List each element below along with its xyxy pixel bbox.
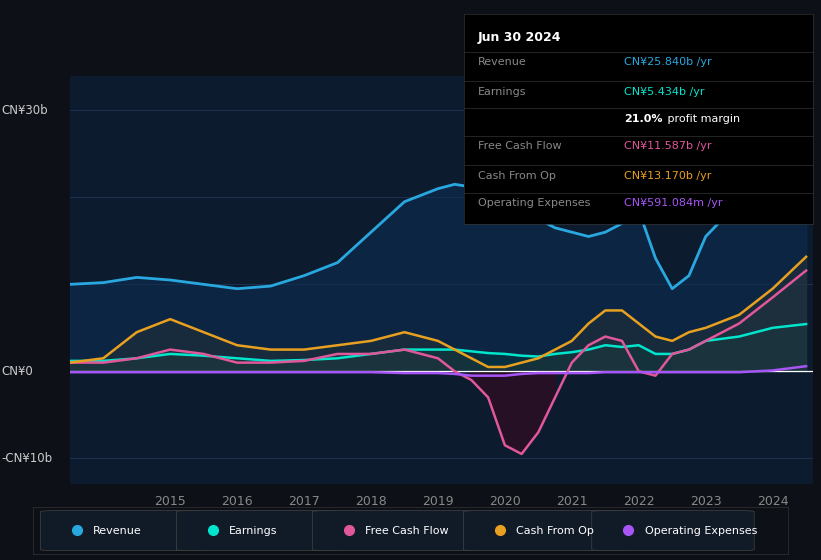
Text: Revenue: Revenue: [478, 57, 526, 67]
Text: CN¥30b: CN¥30b: [2, 104, 48, 117]
Text: Earnings: Earnings: [478, 87, 526, 97]
Text: 21.0%: 21.0%: [624, 114, 663, 124]
FancyBboxPatch shape: [312, 511, 475, 550]
Text: Operating Expenses: Operating Expenses: [644, 526, 757, 535]
Text: Cash From Op: Cash From Op: [478, 171, 556, 181]
Text: CN¥5.434b /yr: CN¥5.434b /yr: [624, 87, 705, 97]
Text: CN¥0: CN¥0: [2, 365, 34, 378]
FancyBboxPatch shape: [177, 511, 339, 550]
Text: Revenue: Revenue: [94, 526, 142, 535]
Text: CN¥11.587b /yr: CN¥11.587b /yr: [624, 141, 712, 151]
Text: CN¥25.840b /yr: CN¥25.840b /yr: [624, 57, 712, 67]
FancyBboxPatch shape: [40, 511, 203, 550]
Text: Operating Expenses: Operating Expenses: [478, 198, 590, 208]
Text: CN¥591.084m /yr: CN¥591.084m /yr: [624, 198, 722, 208]
Text: Jun 30 2024: Jun 30 2024: [478, 31, 562, 44]
FancyBboxPatch shape: [592, 511, 754, 550]
Text: Free Cash Flow: Free Cash Flow: [478, 141, 562, 151]
FancyBboxPatch shape: [463, 511, 626, 550]
Text: Free Cash Flow: Free Cash Flow: [365, 526, 449, 535]
Text: Earnings: Earnings: [229, 526, 277, 535]
Text: profit margin: profit margin: [664, 114, 741, 124]
Text: CN¥13.170b /yr: CN¥13.170b /yr: [624, 171, 712, 181]
Text: -CN¥10b: -CN¥10b: [2, 452, 53, 465]
Text: Cash From Op: Cash From Op: [516, 526, 594, 535]
